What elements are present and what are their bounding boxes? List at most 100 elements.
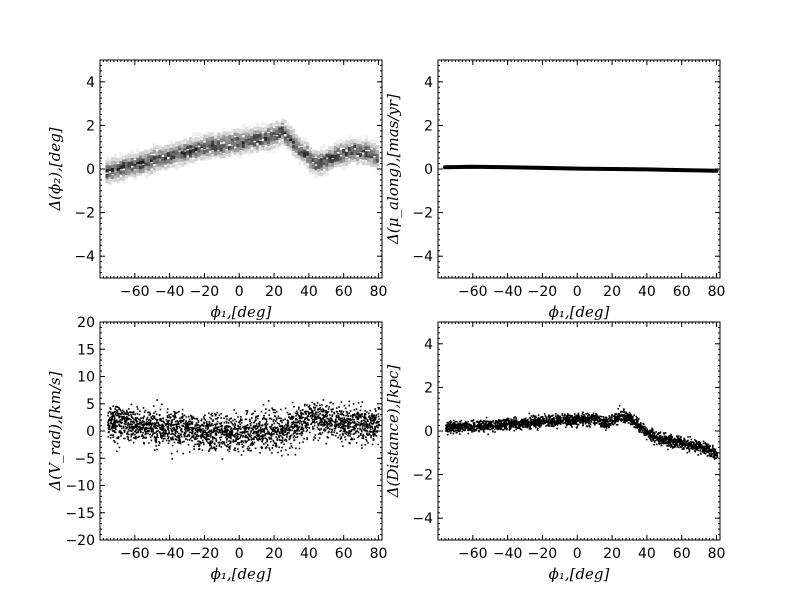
density-cell (169, 160, 173, 165)
density-cell (155, 162, 159, 167)
density-cell (333, 157, 338, 162)
density-cell (244, 134, 248, 139)
density-cell (189, 141, 193, 146)
density-cell (280, 126, 285, 131)
density-cell (269, 126, 273, 131)
x-tick-label: 80 (370, 546, 388, 562)
density-cell (356, 145, 360, 150)
density-cell (155, 166, 159, 171)
density-cell (339, 149, 343, 154)
density-cell (247, 129, 251, 134)
density-cell (130, 153, 134, 158)
density-cell (177, 151, 182, 156)
density-cell (166, 148, 170, 153)
density-cell (180, 162, 184, 167)
density-cell (314, 157, 318, 162)
density-cell (158, 162, 162, 167)
density-cell (267, 146, 271, 151)
density-cell (183, 156, 187, 161)
x-tick-label: −40 (493, 546, 523, 562)
density-cell (239, 141, 243, 146)
density-cell (116, 157, 120, 162)
density-cell (319, 172, 324, 177)
y-tick-label: −10 (65, 479, 95, 495)
density-cell (325, 166, 329, 171)
density-cell (124, 154, 129, 159)
density-cell (267, 128, 271, 133)
density-cell (122, 155, 126, 160)
x-axis-label: ϕ₁,[deg] (211, 303, 272, 321)
density-cell (258, 136, 262, 141)
density-cell (347, 140, 351, 145)
density-cell (342, 141, 346, 146)
density-cell (370, 139, 374, 144)
density-cell (200, 140, 204, 145)
density-cell (278, 134, 282, 139)
density-cell (331, 154, 335, 159)
density-cell (180, 150, 184, 155)
density-cell (303, 161, 307, 166)
density-cell (119, 160, 123, 165)
marks-phi2 (105, 118, 379, 186)
density-cell (214, 144, 218, 149)
density-cell (361, 161, 365, 166)
density-cell (283, 125, 287, 130)
density-cell (297, 137, 301, 142)
density-cell (177, 146, 182, 151)
density-cell (342, 152, 346, 157)
density-cell (356, 139, 360, 144)
density-cell (311, 149, 315, 154)
density-cell (250, 132, 254, 137)
density-cell (317, 158, 321, 163)
density-cell (269, 141, 273, 146)
density-cell (375, 158, 379, 163)
density-cell (358, 136, 363, 141)
y-tick-label: −15 (65, 506, 95, 522)
density-cell (264, 136, 268, 141)
density-cell (225, 139, 229, 144)
density-cell (353, 141, 357, 146)
density-cell (278, 126, 282, 131)
density-cell (150, 157, 154, 162)
y-tick-label: −5 (74, 451, 95, 467)
density-cell (211, 149, 215, 154)
density-cell (211, 132, 215, 137)
density-cell (339, 163, 343, 168)
density-cell (356, 157, 360, 162)
density-cell (147, 151, 151, 156)
y-tick-label: 5 (86, 397, 95, 413)
density-cell (130, 172, 134, 177)
density-cell (322, 152, 326, 157)
density-cell (183, 153, 187, 158)
density-cell (322, 170, 326, 175)
density-cell (353, 151, 357, 156)
density-cell (236, 128, 240, 133)
x-tick-label: 80 (708, 546, 726, 562)
density-cell (253, 142, 257, 147)
y-tick-label: −4 (412, 511, 433, 527)
density-cell (311, 163, 315, 168)
density-cell (152, 168, 157, 173)
density-cell (233, 141, 237, 146)
density-cell (180, 140, 184, 145)
density-cell (111, 170, 115, 175)
density-cell (230, 147, 234, 152)
density-cell (269, 148, 273, 153)
density-cell (294, 134, 299, 139)
density-cell (197, 132, 201, 137)
y-tick-label: 15 (77, 342, 95, 358)
density-cell (250, 149, 254, 154)
density-cell (267, 149, 271, 154)
density-cell (286, 134, 290, 139)
density-cell (350, 145, 354, 150)
density-cell (339, 156, 343, 161)
density-cell (331, 165, 335, 170)
density-cell (300, 142, 304, 147)
density-cell (305, 141, 310, 146)
x-tick-label: 0 (235, 284, 244, 300)
density-cell (286, 138, 290, 143)
density-cell (250, 134, 254, 139)
density-cell (292, 139, 296, 144)
density-cell (294, 141, 299, 146)
density-cell (289, 134, 293, 139)
